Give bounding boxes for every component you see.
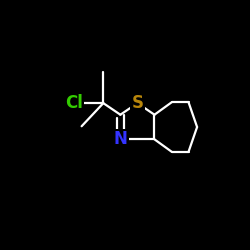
- Text: S: S: [132, 94, 143, 112]
- Text: N: N: [114, 130, 127, 148]
- Text: Cl: Cl: [65, 94, 83, 112]
